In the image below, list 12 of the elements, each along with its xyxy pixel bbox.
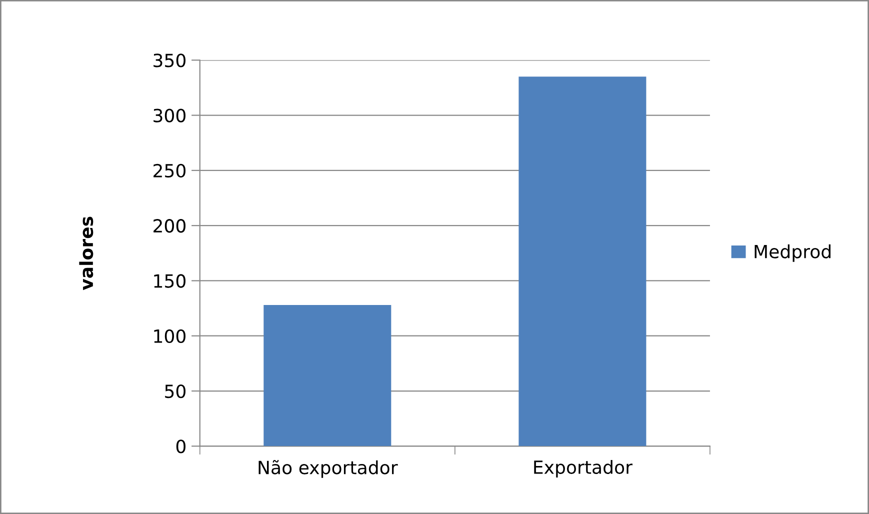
x-tick-label: Exportador [534, 460, 632, 478]
y-tick-label: 100 [154, 329, 186, 343]
x-tick-label: Não exportador [258, 460, 398, 478]
y-axis-title: valores [79, 216, 94, 290]
y-tick-label: 350 [154, 54, 186, 68]
y-tick-label: 50 [165, 384, 186, 398]
y-tick-label: 300 [154, 108, 186, 122]
y-tick-label: 250 [154, 164, 186, 178]
y-tick-label: 150 [154, 274, 186, 288]
legend-label: Medprod [754, 244, 830, 262]
y-tick-label: 0 [176, 440, 186, 454]
y-tick-label: 200 [154, 219, 186, 233]
